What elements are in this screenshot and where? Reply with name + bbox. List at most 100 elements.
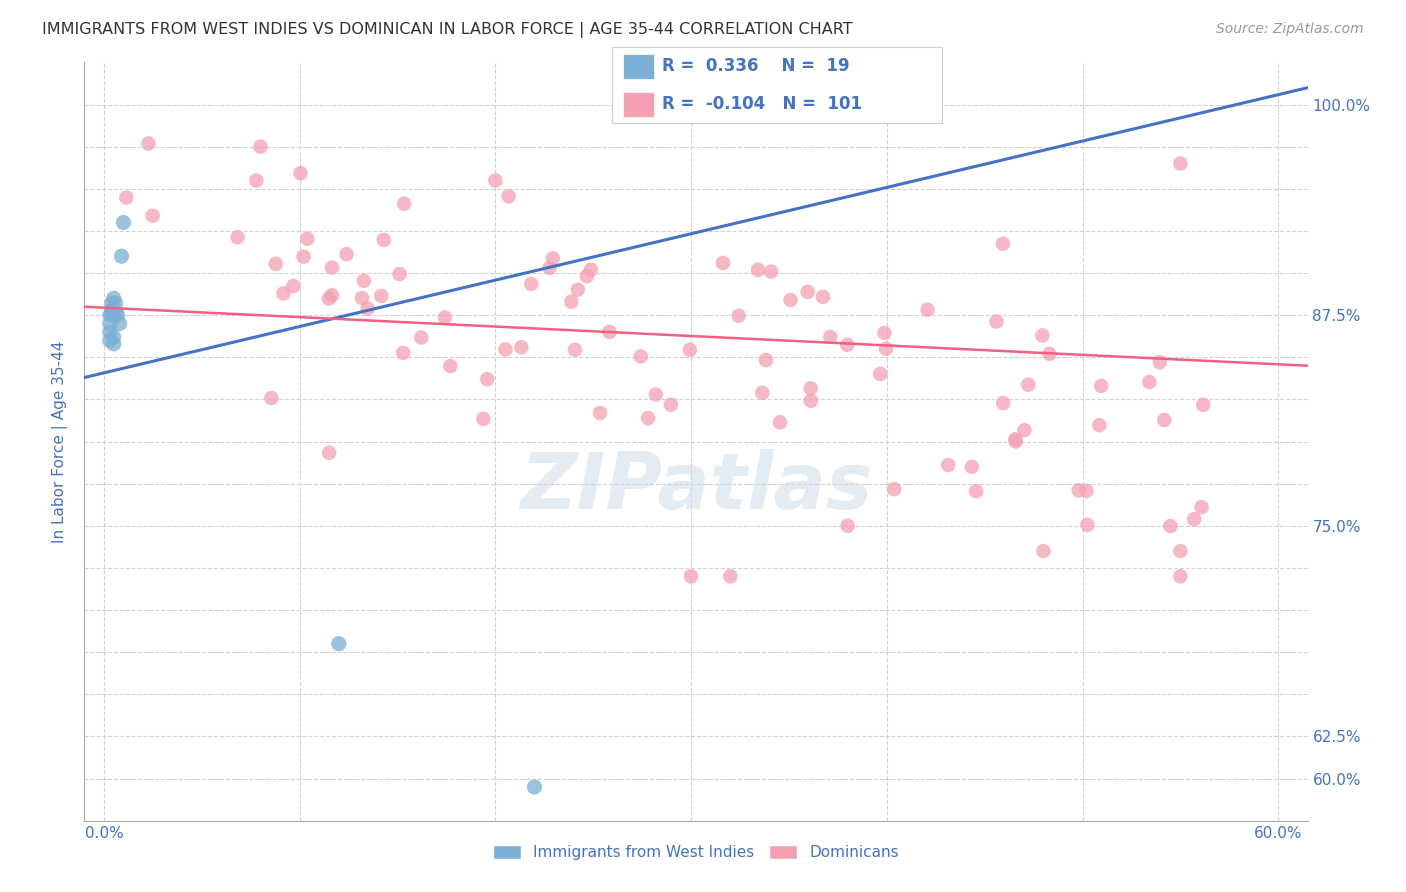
Point: [498, 189, 520, 203]
Point: [811, 290, 834, 304]
Point: [538, 260, 561, 275]
Point: [104, 296, 127, 310]
Point: [1038, 347, 1060, 361]
Point: [837, 338, 859, 352]
Point: [936, 458, 959, 472]
Point: [796, 285, 818, 299]
Point: [373, 233, 395, 247]
Point: [103, 336, 125, 351]
Point: [917, 302, 939, 317]
Point: [1017, 377, 1039, 392]
Point: [433, 310, 456, 325]
Point: [98, 325, 121, 339]
Point: [711, 256, 734, 270]
Point: [318, 446, 340, 460]
Point: [598, 325, 620, 339]
Point: [523, 780, 546, 794]
Point: [986, 314, 1008, 328]
Point: [589, 406, 612, 420]
Point: [637, 411, 659, 425]
Point: [759, 265, 782, 279]
Point: [283, 279, 305, 293]
Point: [747, 262, 769, 277]
Point: [439, 359, 461, 373]
Point: [112, 215, 135, 229]
Point: [869, 367, 891, 381]
Point: [495, 343, 517, 357]
Point: [115, 190, 138, 204]
Point: [1170, 569, 1192, 583]
Point: [564, 343, 586, 357]
Text: IMMIGRANTS FROM WEST INDIES VS DOMINICAN IN LABOR FORCE | AGE 35-44 CORRELATION : IMMIGRANTS FROM WEST INDIES VS DOMINICAN…: [42, 22, 853, 38]
Point: [659, 398, 682, 412]
Point: [107, 308, 129, 322]
Point: [98, 317, 121, 331]
Point: [100, 306, 122, 320]
Point: [392, 346, 415, 360]
Point: [751, 385, 773, 400]
Point: [991, 396, 1014, 410]
Point: [138, 136, 160, 151]
Point: [370, 289, 392, 303]
Point: [769, 415, 792, 429]
Point: [1076, 483, 1098, 498]
Y-axis label: In Labor Force | Age 35-44: In Labor Force | Age 35-44: [52, 341, 69, 542]
Point: [1014, 423, 1036, 437]
Point: [1191, 500, 1213, 514]
Point: [837, 97, 859, 112]
Point: [1159, 519, 1181, 533]
Point: [779, 293, 801, 307]
Text: R =  -0.104   N =  101: R = -0.104 N = 101: [662, 95, 862, 113]
Point: [350, 291, 373, 305]
Point: [484, 173, 506, 187]
Point: [356, 301, 378, 316]
Point: [142, 209, 165, 223]
Point: [1004, 434, 1026, 449]
Point: [630, 350, 652, 364]
Point: [1004, 432, 1026, 446]
Point: [1076, 517, 1098, 532]
Point: [1090, 379, 1112, 393]
Point: [681, 569, 703, 583]
Point: [1153, 413, 1175, 427]
Point: [353, 274, 375, 288]
Point: [264, 257, 287, 271]
Point: [98, 308, 121, 322]
Point: [1088, 418, 1111, 433]
Point: [541, 252, 564, 266]
Point: [718, 569, 741, 583]
Point: [875, 342, 897, 356]
Point: [575, 268, 598, 283]
Point: [392, 196, 415, 211]
Point: [1149, 355, 1171, 369]
Point: [679, 343, 702, 357]
Point: [100, 303, 122, 318]
Point: [520, 277, 543, 291]
Point: [883, 482, 905, 496]
Point: [477, 372, 499, 386]
Text: ZIPatlas: ZIPatlas: [520, 449, 872, 525]
Point: [1067, 483, 1090, 498]
Point: [1032, 544, 1054, 558]
Point: [226, 230, 249, 244]
Point: [108, 317, 131, 331]
Point: [321, 288, 343, 302]
Point: [249, 139, 271, 153]
Point: [103, 303, 125, 318]
Point: [965, 484, 987, 499]
Point: [100, 296, 122, 310]
Point: [560, 294, 582, 309]
Point: [1192, 398, 1215, 412]
Point: [567, 283, 589, 297]
Point: [472, 412, 495, 426]
Point: [321, 260, 343, 275]
Point: [755, 353, 778, 368]
Point: [290, 166, 312, 180]
Point: [273, 286, 295, 301]
Point: [245, 173, 267, 187]
Text: Source: ZipAtlas.com: Source: ZipAtlas.com: [1216, 22, 1364, 37]
Point: [1182, 512, 1205, 526]
Point: [727, 309, 749, 323]
Point: [297, 232, 319, 246]
Point: [98, 334, 121, 348]
